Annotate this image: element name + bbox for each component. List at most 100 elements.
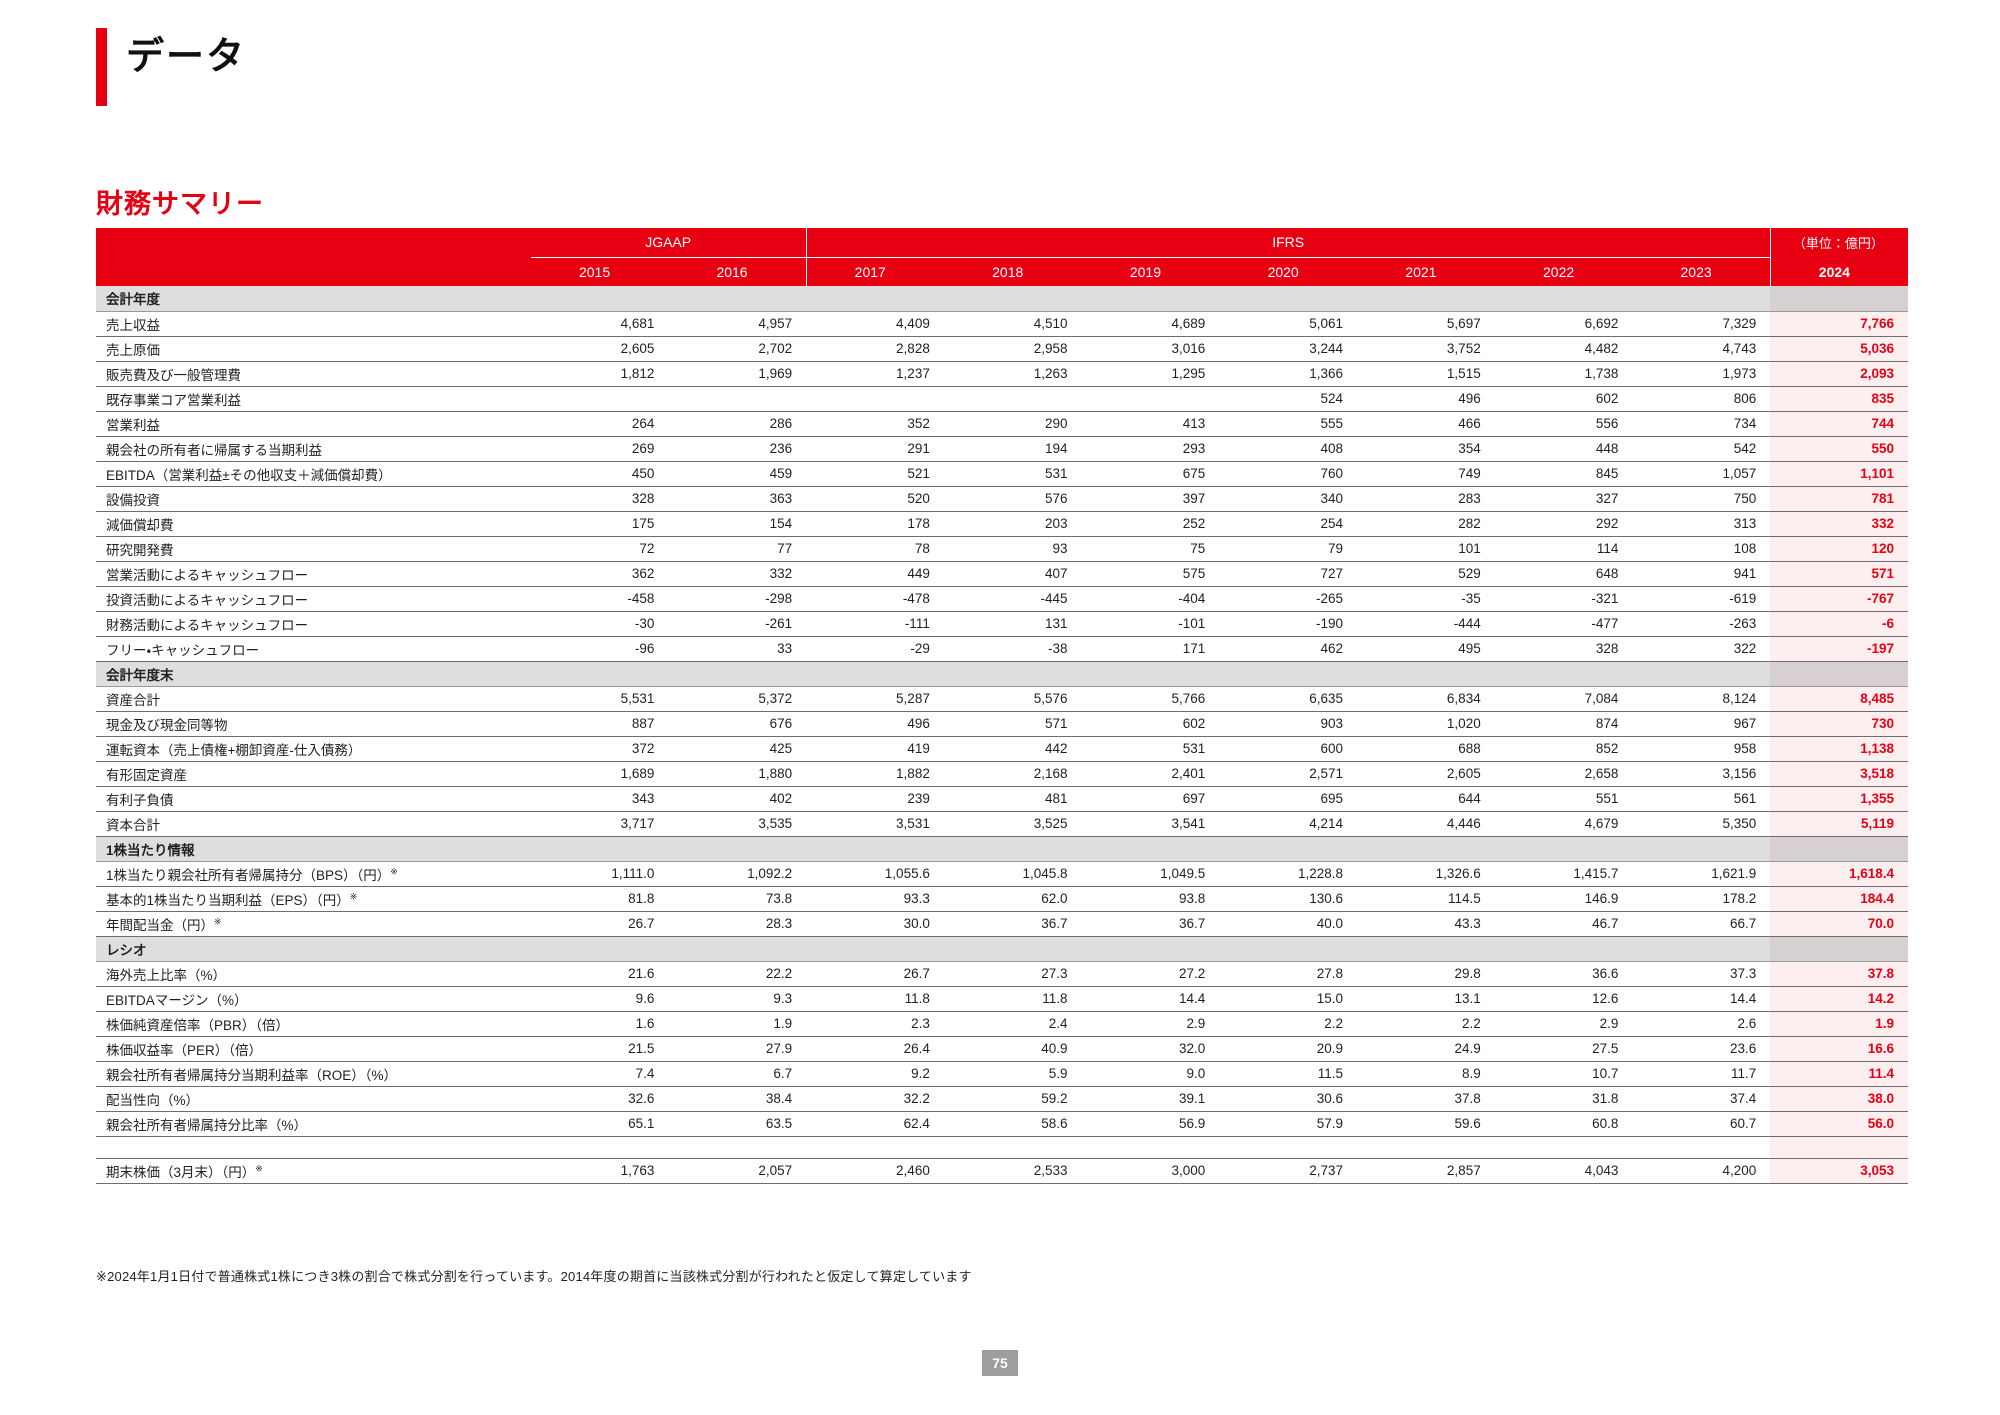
cell-2024: 5,036 <box>1770 336 1908 362</box>
cell-2019: 75 <box>1081 536 1220 562</box>
cell-2017: 26.4 <box>806 1036 944 1062</box>
section-group-filler <box>668 936 807 962</box>
cell-2020: 30.6 <box>1219 1086 1357 1112</box>
table-row: 資本合計 3,717 3,535 3,531 3,525 3,541 4,214 4,446 4… <box>96 811 1908 837</box>
cell-2020: 524 <box>1219 386 1357 412</box>
cell-2018: 4,510 <box>943 311 1082 337</box>
cell-2019: 252 <box>1081 511 1220 537</box>
cell-2022: 12.6 <box>1494 986 1633 1012</box>
section-group-filler <box>943 836 1082 862</box>
cell-2018: 11.8 <box>943 986 1082 1012</box>
cell-2018: 203 <box>943 511 1082 537</box>
cell-2020: 555 <box>1219 411 1357 437</box>
cell-2017: 30.0 <box>806 911 944 937</box>
cell-2015: 1,812 <box>530 361 669 387</box>
cell-2015: 1,763 <box>530 1158 669 1184</box>
cell-2016: 2,057 <box>668 1158 807 1184</box>
cell-2015: 450 <box>530 461 669 487</box>
cell-2021: 8.9 <box>1357 1061 1495 1087</box>
cell-2022: 10.7 <box>1494 1061 1633 1087</box>
cell-2024: 2,093 <box>1770 361 1908 387</box>
section-group-label: 会計年度 <box>96 286 531 312</box>
cell-2018: 407 <box>943 561 1082 587</box>
cell-2017: 352 <box>806 411 944 437</box>
year-header-row: 2015 2016 2017 2018 2019 2020 2021 2022 2023 2024 <box>96 257 1908 286</box>
cell-2017: 2.3 <box>806 1011 944 1037</box>
cell-2016: 63.5 <box>668 1111 807 1137</box>
cell-2023: -619 <box>1632 586 1771 612</box>
cell-2015: 65.1 <box>530 1111 669 1137</box>
cell-2022: 852 <box>1494 736 1633 762</box>
cell-2022: 2,658 <box>1494 761 1633 787</box>
cell-2021: -35 <box>1357 586 1495 612</box>
cell-2021: 37.8 <box>1357 1086 1495 1112</box>
row-label: 研究開発費 <box>96 536 531 562</box>
cell-2018: -445 <box>943 586 1082 612</box>
cell-2022: 327 <box>1494 486 1633 512</box>
cell-2018: 1,045.8 <box>943 861 1082 887</box>
cell-2024: -6 <box>1770 611 1908 637</box>
cell-2022: 648 <box>1494 561 1633 587</box>
row-label: EBITDAマージン（%） <box>96 986 531 1012</box>
section-group-filler <box>530 286 669 312</box>
cell-2023: 967 <box>1632 711 1771 737</box>
cell-2018: 58.6 <box>943 1111 1082 1137</box>
cell-2023: 66.7 <box>1632 911 1771 937</box>
table-row: 期末株価（3月末）（円）※ 1,763 2,057 2,460 2,533 3,000 2,… <box>96 1158 1908 1184</box>
year-header-2020: 2020 <box>1219 257 1357 286</box>
cell-2018: -38 <box>943 636 1082 662</box>
cell-2021: 2.2 <box>1357 1011 1495 1037</box>
section-group-filler <box>1219 286 1357 312</box>
footnote-marker: ※ <box>214 916 222 926</box>
year-header-2019: 2019 <box>1081 257 1220 286</box>
cell-2021: -444 <box>1357 611 1495 637</box>
section-group-label: レシオ <box>96 936 531 962</box>
cell-2019: 4,689 <box>1081 311 1220 337</box>
table-row: 配当性向（%） 32.6 38.4 32.2 59.2 39.1 30.6 37.8 31.8 3… <box>96 1086 1908 1112</box>
cell-2016: 2,702 <box>668 336 807 362</box>
cell-2019: 2,401 <box>1081 761 1220 787</box>
cell-2018: 576 <box>943 486 1082 512</box>
row-label: 株価収益率（PER）（倍） <box>96 1036 531 1062</box>
section-group-filler <box>1081 661 1220 687</box>
footnote-marker: ※ <box>390 866 398 876</box>
cell-2019: 32.0 <box>1081 1036 1220 1062</box>
cell-2017: 239 <box>806 786 944 812</box>
cell-2023: 561 <box>1632 786 1771 812</box>
financial-summary-table: JGAAP IFRS （単位：億円） 2015 2016 2017 2018 2019 202… <box>96 228 1908 1184</box>
cell-2021: 5,697 <box>1357 311 1495 337</box>
section-group-filler <box>1494 836 1633 862</box>
footnote: ※2024年1月1日付で普通株式1株につき3株の割合で株式分割を行っています。2… <box>96 1269 972 1284</box>
cell-2023: 750 <box>1632 486 1771 512</box>
table-row: 販売費及び一般管理費 1,812 1,969 1,237 1,263 1,295 1,366… <box>96 361 1908 387</box>
cell-2022: 6,692 <box>1494 311 1633 337</box>
cell-2023: 1,621.9 <box>1632 861 1771 887</box>
cell-2019: 1,295 <box>1081 361 1220 387</box>
cell-2019: 3,000 <box>1081 1158 1220 1184</box>
year-header-2024: 2024 <box>1769 257 1908 286</box>
row-label: 年間配当金（円）※ <box>96 911 531 937</box>
cell-2016: 73.8 <box>668 886 807 912</box>
cell-2024: 3,053 <box>1770 1158 1908 1184</box>
cell-2015: 372 <box>530 736 669 762</box>
cell-2020: 5,061 <box>1219 311 1357 337</box>
cell-2020: 695 <box>1219 786 1357 812</box>
cell-2019: 697 <box>1081 786 1220 812</box>
year-row-blank-cell <box>96 257 531 286</box>
year-header-2016: 2016 <box>668 257 807 286</box>
section-group-filler <box>1081 936 1220 962</box>
cell-2024: 120 <box>1770 536 1908 562</box>
cell-2023: 37.4 <box>1632 1086 1771 1112</box>
header-blank-cell <box>96 228 531 257</box>
cell-2024: 781 <box>1770 486 1908 512</box>
cell-2023: 322 <box>1632 636 1771 662</box>
cell-2021: 529 <box>1357 561 1495 587</box>
cell-2021: 354 <box>1357 436 1495 462</box>
cell-2019: 39.1 <box>1081 1086 1220 1112</box>
section-title: 財務サマリー <box>96 189 264 219</box>
cell-2020: 727 <box>1219 561 1357 587</box>
cell-2016: 1,880 <box>668 761 807 787</box>
cell-2019: 413 <box>1081 411 1220 437</box>
cell-2020: 57.9 <box>1219 1111 1357 1137</box>
cell-2018: 194 <box>943 436 1082 462</box>
